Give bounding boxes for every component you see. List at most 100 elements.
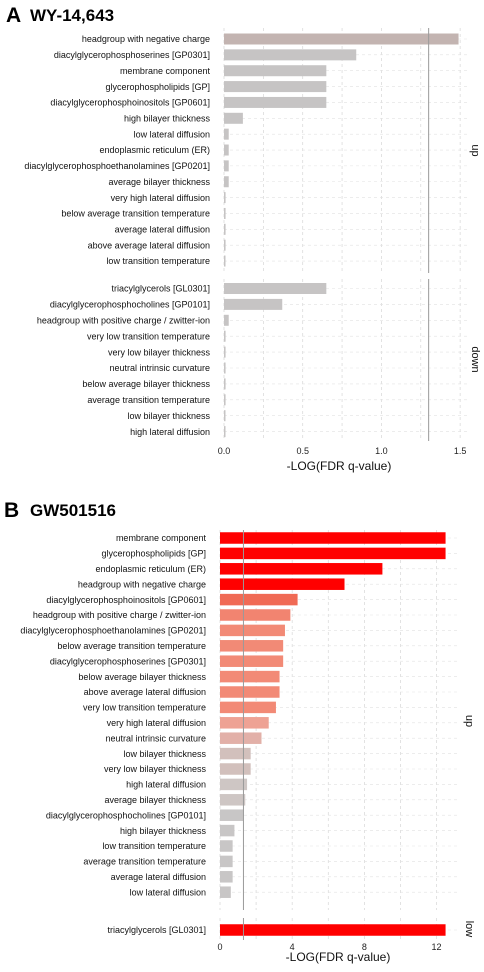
bar bbox=[224, 362, 226, 374]
panel-a-facet-label: down bbox=[469, 346, 481, 372]
bar bbox=[224, 192, 226, 204]
bar bbox=[220, 924, 446, 936]
bar bbox=[220, 609, 291, 621]
category-label: low bilayer thickness bbox=[123, 749, 206, 759]
category-label: average bilayer thickness bbox=[108, 177, 210, 187]
category-label: average transition temperature bbox=[87, 395, 210, 405]
category-label: above average lateral diffusion bbox=[84, 687, 206, 697]
panel-a-facet-up: headgroup with negative charge diacylglyc… bbox=[24, 28, 481, 273]
bar bbox=[220, 686, 280, 698]
bar bbox=[220, 824, 235, 837]
bar bbox=[220, 532, 446, 544]
bar bbox=[224, 330, 226, 342]
category-label: glycerophospholipids [GP] bbox=[101, 549, 206, 559]
category-label: triacylglycerols [GL0301] bbox=[111, 284, 210, 294]
category-label: above average lateral diffusion bbox=[88, 240, 210, 250]
category-label: diacylglycerophosphoethanolamines [GP020… bbox=[20, 626, 206, 636]
bar bbox=[224, 426, 226, 438]
x-tick-label: 12 bbox=[432, 942, 442, 952]
category-label: triacylglycerols [GL0301] bbox=[107, 925, 206, 935]
bar bbox=[220, 717, 269, 729]
panel-b-facet-label: low bbox=[463, 921, 475, 938]
category-label: below average transition temperature bbox=[61, 209, 210, 219]
category-label: very low transition temperature bbox=[83, 703, 206, 713]
category-label: membrane component bbox=[116, 533, 207, 543]
category-label: headgroup with negative charge bbox=[82, 34, 210, 44]
panel-a-facet-down: triacylglycerols [GL0301] diacylglyceroph… bbox=[37, 279, 481, 441]
bar bbox=[220, 794, 246, 806]
panel-b-facet-up: membrane component glycerophospholipids [… bbox=[20, 530, 475, 910]
category-label: high lateral diffusion bbox=[130, 427, 210, 437]
category-label: diacylglycerophosphoserines [GP0301] bbox=[54, 50, 210, 60]
bar bbox=[224, 255, 226, 267]
category-label: diacylglycerophosphoinositols [GP0601] bbox=[46, 595, 206, 605]
bar bbox=[224, 144, 229, 156]
bar bbox=[220, 547, 446, 560]
category-label: very high lateral diffusion bbox=[111, 193, 210, 203]
panel-b-facet-label: up bbox=[463, 715, 475, 727]
x-tick-label: 0 bbox=[217, 942, 222, 952]
bar bbox=[220, 763, 251, 775]
category-label: neutral intrinsic curvature bbox=[105, 733, 206, 743]
bar bbox=[220, 855, 233, 868]
bar bbox=[224, 207, 226, 219]
panel-b: B GW501516 membrane component glycerophos… bbox=[4, 499, 475, 964]
bar bbox=[224, 394, 226, 406]
panel-a-x-axis-title: -LOG(FDR q-value) bbox=[287, 459, 392, 473]
panel-b-plot: membrane component glycerophospholipids [… bbox=[20, 530, 475, 952]
panel-b-facet-low: triacylglycerols [GL0301] low bbox=[107, 918, 475, 940]
bar bbox=[224, 160, 229, 172]
category-label: diacylglycerophosphoserines [GP0301] bbox=[50, 656, 206, 666]
panel-a-facet-label: up bbox=[469, 144, 481, 156]
panel-a-letter: A bbox=[6, 4, 21, 27]
category-label: average lateral diffusion bbox=[115, 225, 210, 235]
x-tick-label: 0.5 bbox=[296, 446, 309, 456]
category-label: very low bilayer thickness bbox=[104, 764, 207, 774]
category-label: neutral intrinsic curvature bbox=[109, 363, 210, 373]
x-tick-label: 0.0 bbox=[218, 446, 231, 456]
category-label: low lateral diffusion bbox=[134, 129, 210, 139]
category-label: average transition temperature bbox=[83, 857, 206, 867]
bar bbox=[220, 840, 233, 852]
panel-a-facet-background bbox=[224, 28, 468, 273]
category-label: endoplasmic reticulum (ER) bbox=[95, 564, 206, 574]
category-label: diacylglycerophosphoethanolamines [GP020… bbox=[24, 161, 210, 171]
category-label: very low bilayer thickness bbox=[108, 347, 211, 357]
category-label: diacylglycerophosphocholines [GP0101] bbox=[50, 300, 210, 310]
bar bbox=[224, 239, 226, 251]
bar bbox=[220, 578, 345, 590]
category-label: very low transition temperature bbox=[87, 331, 210, 341]
category-label: average bilayer thickness bbox=[104, 795, 206, 805]
category-label: high bilayer thickness bbox=[124, 114, 211, 124]
category-label: headgroup with negative charge bbox=[78, 579, 206, 589]
bar bbox=[220, 640, 284, 652]
bar bbox=[220, 778, 248, 791]
category-label: low bilayer thickness bbox=[127, 411, 210, 421]
panel-b-title: GW501516 bbox=[30, 501, 116, 520]
bar bbox=[224, 176, 229, 188]
bar bbox=[220, 732, 262, 744]
category-label: endoplasmic reticulum (ER) bbox=[99, 145, 210, 155]
bar bbox=[224, 298, 283, 310]
bar bbox=[220, 655, 284, 667]
bar bbox=[220, 563, 383, 575]
bar bbox=[224, 410, 226, 422]
category-label: low lateral diffusion bbox=[130, 887, 206, 897]
category-label: below average bilayer thickness bbox=[82, 379, 210, 389]
bar bbox=[224, 33, 459, 45]
category-label: high bilayer thickness bbox=[120, 826, 207, 836]
bar bbox=[224, 96, 327, 108]
bar bbox=[224, 346, 226, 358]
bar bbox=[224, 49, 357, 61]
panel-a-title: WY-14,643 bbox=[30, 6, 114, 25]
category-label: average lateral diffusion bbox=[111, 872, 206, 882]
category-label: headgroup with positive charge / zwitter… bbox=[37, 316, 210, 326]
bar bbox=[224, 65, 327, 77]
panel-a: A WY-14,643 headgroup with negative char… bbox=[6, 4, 481, 473]
bar bbox=[220, 593, 298, 606]
bar bbox=[224, 81, 327, 93]
category-label: low transition temperature bbox=[102, 841, 206, 851]
x-tick-label: 4 bbox=[290, 942, 295, 952]
panel-a-plot: headgroup with negative charge diacylglyc… bbox=[24, 28, 481, 456]
